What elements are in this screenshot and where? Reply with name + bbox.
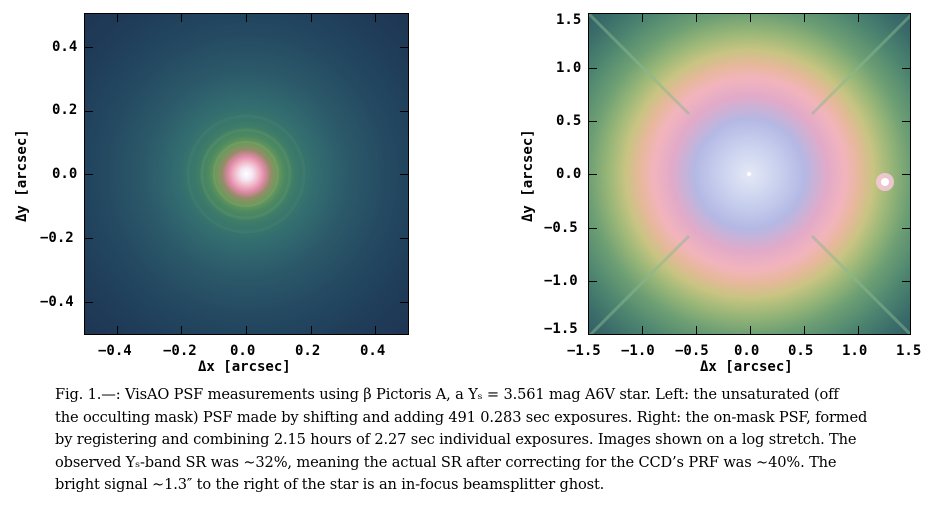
caption-line: the occulting mask) PSF made by shifting… — [55, 408, 868, 426]
right-xtick: −1.5 — [567, 343, 601, 359]
left-xtick: 0.4 — [360, 343, 386, 359]
left-xtick: 0.0 — [230, 343, 256, 359]
right-xtick: 1.5 — [896, 343, 922, 359]
caption-line: bright signal ∼1.3″ to the right of the … — [55, 476, 605, 493]
left-xtick: −0.2 — [163, 343, 197, 359]
left-ytick: −0.4 — [40, 294, 74, 310]
right-ytick: 0.0 — [556, 166, 582, 182]
right-xtick: −0.5 — [675, 343, 709, 359]
right-ytick: −1.5 — [544, 321, 578, 337]
left-ytick: 0.2 — [52, 102, 78, 118]
right-ytick: 1.5 — [556, 12, 582, 28]
right-ytick: −0.5 — [544, 220, 578, 236]
figure-caption: Fig. 1.—: VisAO PSF measurements using β… — [55, 384, 920, 497]
left-xtick: 0.2 — [295, 343, 321, 359]
right-ytick: −1.0 — [544, 273, 578, 289]
right-psf-spider-diffraction — [589, 14, 910, 334]
right-ytick: 1.0 — [556, 60, 582, 76]
left-ytick: 0.4 — [52, 39, 78, 55]
caption-line: by registering and combining 2.15 hours … — [55, 431, 857, 448]
right-xtick: 0.5 — [788, 343, 814, 359]
right-psf-image — [588, 13, 911, 335]
left-xlabel: Δx [arcsec] — [198, 359, 291, 375]
left-ylabel: Δy [arcsec] — [14, 129, 30, 222]
right-xtick: −1.0 — [621, 343, 655, 359]
left-ytick: −0.2 — [40, 230, 74, 246]
left-xtick: −0.4 — [98, 343, 132, 359]
caption-line: Fig. 1.—: VisAO PSF measurements using β… — [55, 386, 839, 403]
right-xtick: 1.0 — [842, 343, 868, 359]
left-ytick: 0.0 — [52, 166, 78, 182]
left-psf-rings — [186, 114, 306, 234]
left-psf-image — [84, 13, 409, 335]
caption-line: observed Yₛ-band SR was ∼32%, meaning th… — [55, 453, 837, 471]
right-xlabel: Δx [arcsec] — [700, 359, 793, 375]
right-ytick: 0.5 — [556, 113, 582, 129]
right-ylabel: Δy [arcsec] — [520, 129, 536, 222]
right-xtick: 0.0 — [734, 343, 760, 359]
